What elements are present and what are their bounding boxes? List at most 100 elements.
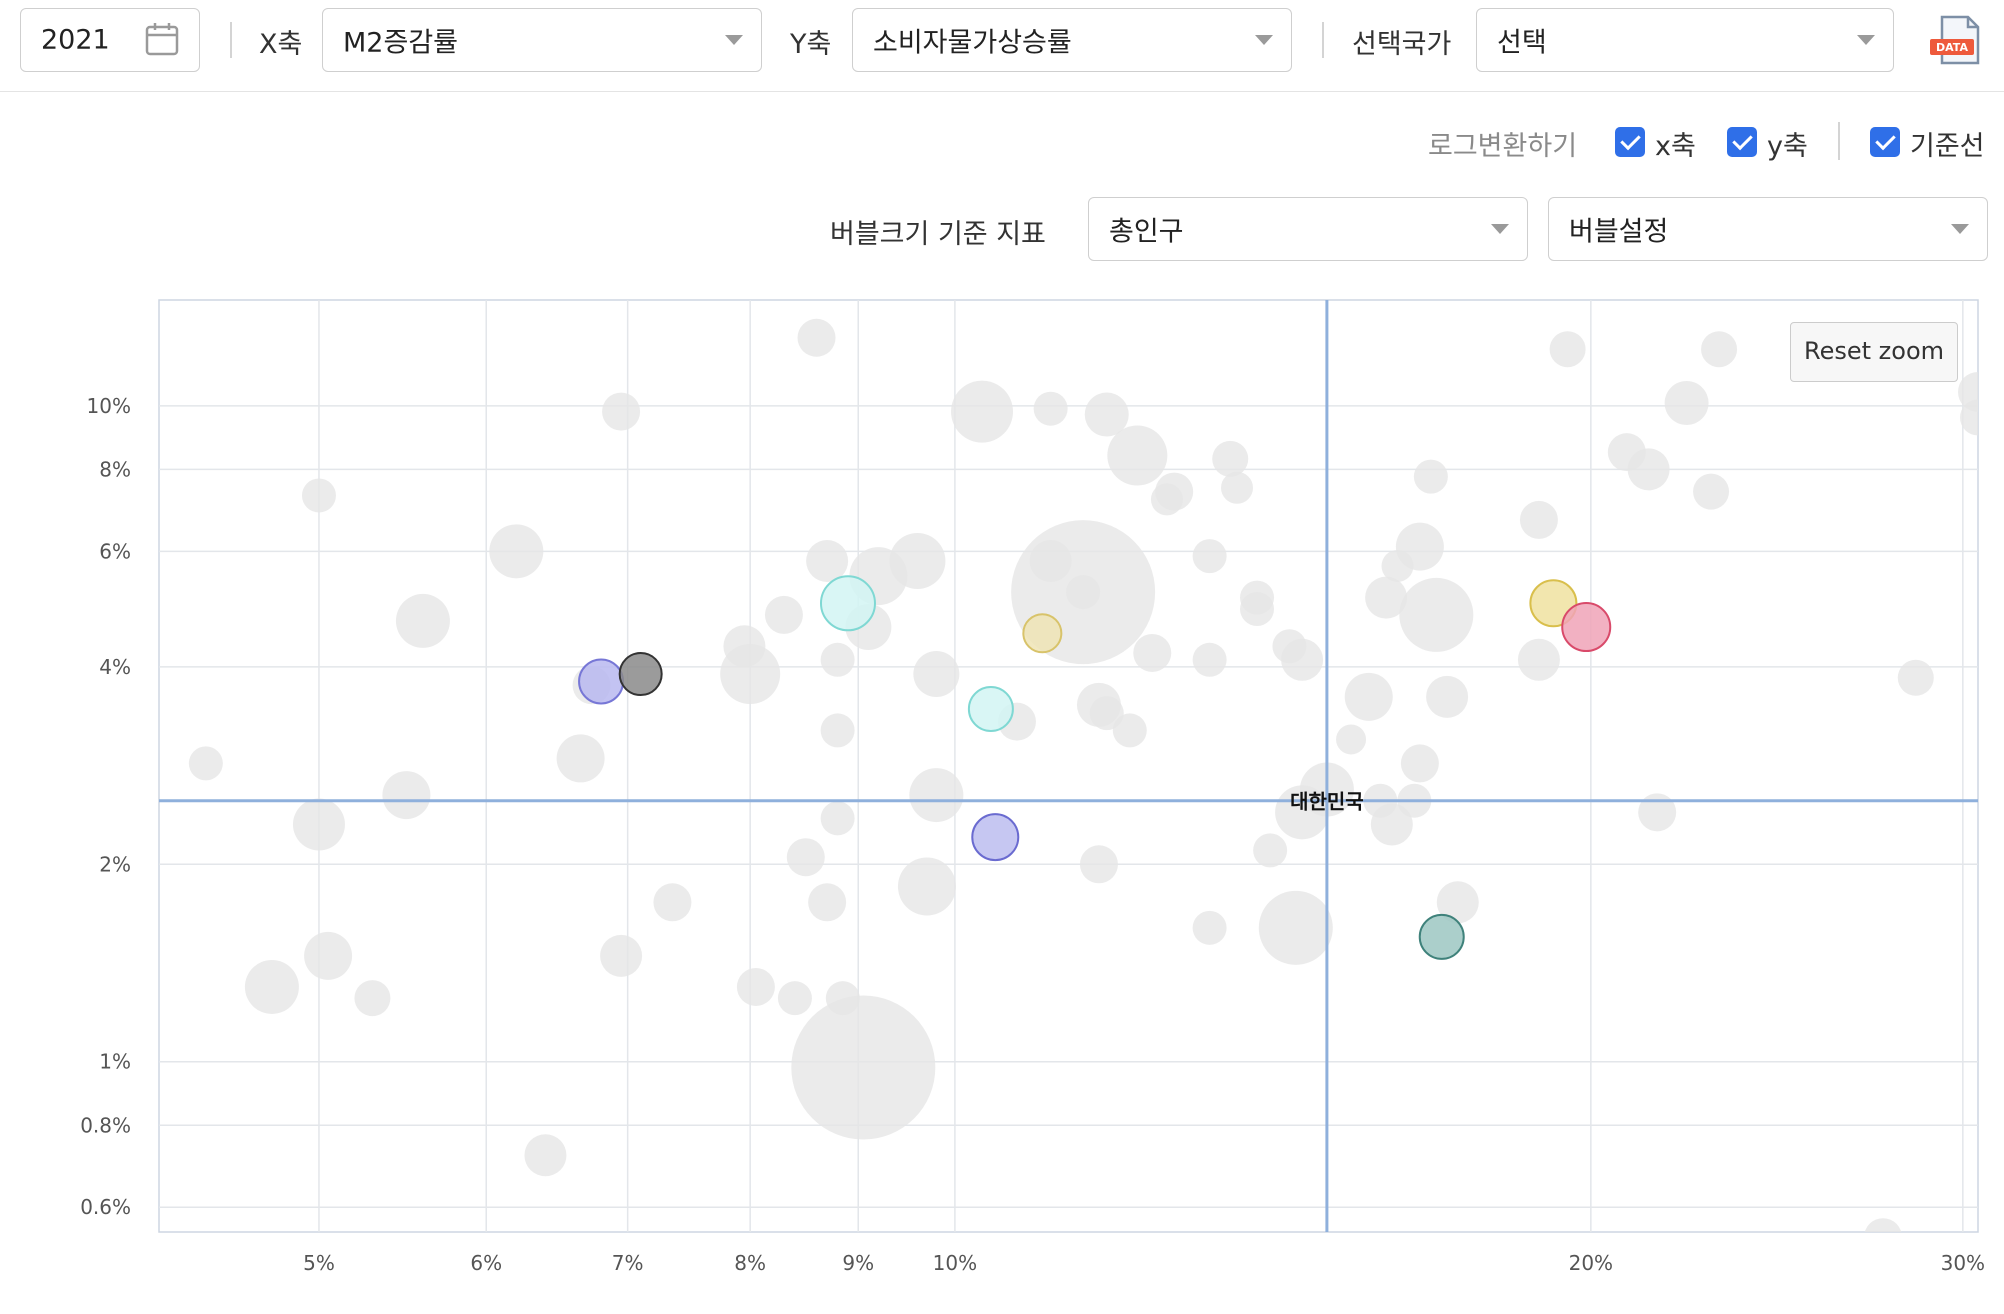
x-axis-checkbox-label[interactable]: x축	[1655, 131, 1696, 162]
bubble	[1960, 399, 1978, 436]
y-tick-label: 1%	[99, 1050, 131, 1074]
baseline-label: 대한민국	[1290, 790, 1364, 814]
bubble	[1107, 425, 1168, 486]
toolbar-divider	[1322, 22, 1324, 58]
chevron-down-icon	[1255, 35, 1273, 45]
bubble	[806, 539, 849, 582]
bubble	[820, 801, 855, 836]
country-select[interactable]: 선택	[1476, 8, 1894, 72]
x-tick-label: 7%	[612, 1251, 644, 1275]
bubble	[720, 644, 781, 705]
bubble	[1029, 539, 1072, 582]
y-tick-label: 6%	[99, 539, 131, 563]
baseline-checkbox[interactable]	[1870, 127, 1900, 157]
y-tick-label: 2%	[99, 852, 131, 876]
bubble	[791, 995, 936, 1140]
y-axis-checkbox[interactable]	[1727, 127, 1757, 157]
bubble	[602, 392, 641, 431]
x-tick-label: 8%	[734, 1251, 766, 1275]
x-axis-select-value: M2증감률	[343, 27, 458, 59]
bubble	[1275, 785, 1330, 840]
chevron-down-icon	[1491, 224, 1509, 234]
data-download-icon[interactable]: DATA	[1928, 15, 1984, 67]
y-tick-label: 10%	[87, 394, 131, 418]
x-axis-select[interactable]: M2증감률	[322, 8, 762, 72]
bubble	[1519, 500, 1558, 539]
bubble	[188, 746, 223, 781]
bubble	[1897, 659, 1934, 696]
data-icon-text: DATA	[1936, 41, 1968, 54]
x-axis-checkbox[interactable]	[1615, 127, 1645, 157]
year-value: 2021	[41, 24, 110, 56]
x-tick-label: 5%	[303, 1251, 335, 1275]
x-tick-label: 9%	[842, 1251, 874, 1275]
bubble	[292, 798, 345, 851]
bubble	[1084, 392, 1129, 437]
bubble	[304, 931, 353, 980]
bubble	[1381, 549, 1414, 582]
reset-zoom-button[interactable]: Reset zoom	[1790, 322, 1958, 382]
bubble	[777, 981, 812, 1016]
bubble	[600, 934, 643, 977]
bubble	[1240, 592, 1275, 627]
y-axis-checkbox-label[interactable]: y축	[1767, 131, 1808, 162]
bubble	[1344, 672, 1393, 721]
highlight-bubble	[819, 575, 876, 632]
bubble	[1221, 471, 1254, 504]
bubble	[786, 838, 825, 877]
bubble	[1638, 793, 1677, 832]
bubble	[1150, 483, 1183, 516]
bubble-size-select[interactable]: 총인구	[1088, 197, 1528, 261]
bubble	[1701, 331, 1738, 368]
y-axis-select[interactable]: 소비자물가상승률	[852, 8, 1292, 72]
bubble	[1664, 381, 1709, 426]
highlight-bubble	[1022, 613, 1063, 654]
bubble	[1693, 473, 1730, 510]
bubble	[1517, 638, 1560, 681]
bubble	[913, 651, 960, 698]
bubble	[1370, 803, 1413, 846]
highlight-bubble	[1418, 913, 1465, 960]
bubble	[797, 318, 836, 357]
x-tick-label: 6%	[470, 1251, 502, 1275]
bubble-settings-select[interactable]: 버블설정	[1548, 197, 1988, 261]
y-tick-label: 4%	[99, 655, 131, 679]
bubble	[1112, 713, 1147, 748]
bubble	[1365, 576, 1408, 619]
highlight-bubble	[971, 813, 1020, 862]
bubble	[1212, 440, 1249, 477]
bubble	[395, 593, 450, 648]
y-tick-label: 0.6%	[80, 1195, 131, 1219]
chevron-down-icon	[1951, 224, 1969, 234]
bubble	[1192, 539, 1227, 574]
bubble	[1400, 744, 1439, 783]
bubble	[489, 524, 544, 579]
bubble	[1079, 845, 1118, 884]
bubble	[909, 768, 964, 823]
log-transform-label: 로그변환하기	[1428, 131, 1578, 162]
bubble	[1192, 910, 1227, 945]
bubble	[524, 1134, 567, 1177]
x-tick-label: 30%	[1941, 1251, 1985, 1275]
highlight-bubble	[1561, 602, 1612, 653]
y-tick-label: 8%	[99, 457, 131, 481]
bubble	[1549, 331, 1586, 368]
bubble	[820, 642, 855, 677]
bubble	[1436, 881, 1479, 924]
chevron-down-icon	[1857, 35, 1875, 45]
bubble-layer	[188, 318, 1978, 1232]
baseline-checkbox-label[interactable]: 기준선	[1910, 131, 1985, 162]
bubble	[354, 980, 391, 1017]
bubble	[1864, 1218, 1902, 1232]
toolbar: 2021 X축 M2증감률 Y축 소비자물가상승률 선택국가 선택 DATA	[0, 0, 2004, 92]
highlight-bubble	[578, 658, 625, 705]
year-picker[interactable]: 2021	[20, 8, 200, 72]
bubble-size-select-value: 총인구	[1109, 216, 1184, 248]
bubble	[897, 857, 956, 916]
bubble	[1258, 890, 1333, 965]
bubble-settings-select-value: 버블설정	[1569, 216, 1669, 248]
x-tick-label: 20%	[1569, 1251, 1613, 1275]
y-axis-select-value: 소비자물가상승률	[873, 27, 1072, 59]
